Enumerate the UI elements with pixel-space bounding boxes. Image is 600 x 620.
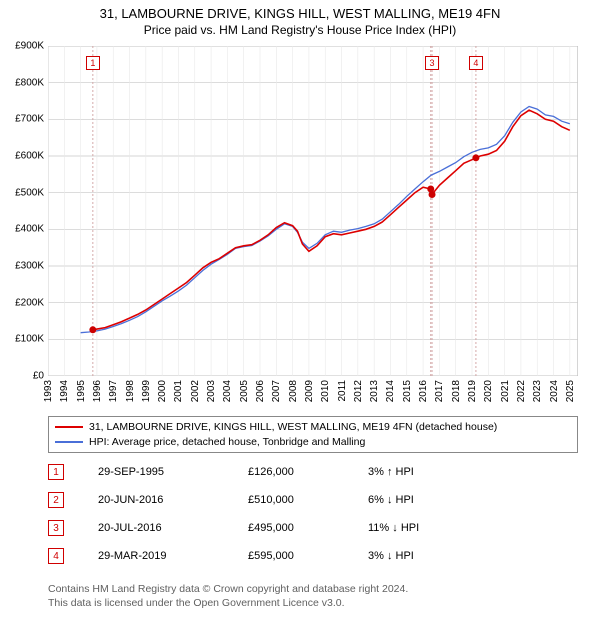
transaction-row: 4 29-MAR-2019£595,0003% ↓ HPI <box>48 542 578 570</box>
chart-marker-badge: 1 <box>86 56 100 70</box>
x-axis-label: 1998 <box>125 380 136 402</box>
transactions-table: 1 29-SEP-1995£126,0003% ↑ HPI 2 20-JUN-2016… <box>48 458 578 570</box>
legend-swatch <box>55 441 83 443</box>
transaction-date: 20-JUL-2016 <box>98 522 248 534</box>
y-axis-label: £200K <box>15 297 44 308</box>
price-chart <box>48 46 578 376</box>
x-axis-label: 2025 <box>565 380 576 402</box>
transaction-row: 1 29-SEP-1995£126,0003% ↑ HPI <box>48 458 578 486</box>
x-axis-label: 1996 <box>92 380 103 402</box>
y-axis-label: £600K <box>15 151 44 162</box>
x-axis-label: 2023 <box>532 380 543 402</box>
x-axis-label: 2010 <box>320 380 331 402</box>
x-axis-label: 2009 <box>304 380 315 402</box>
transaction-price: £126,000 <box>248 466 368 478</box>
y-axis-label: £500K <box>15 187 44 198</box>
y-axis-label: £800K <box>15 77 44 88</box>
transaction-price: £595,000 <box>248 550 368 562</box>
x-axis-label: 2015 <box>402 380 413 402</box>
y-axis-label: £900K <box>15 41 44 52</box>
transaction-badge: 2 <box>48 492 64 508</box>
transaction-date: 29-MAR-2019 <box>98 550 248 562</box>
title-block: 31, LAMBOURNE DRIVE, KINGS HILL, WEST MA… <box>0 0 600 37</box>
x-axis-label: 2001 <box>173 380 184 402</box>
transaction-date: 29-SEP-1995 <box>98 466 248 478</box>
x-axis-label: 2022 <box>516 380 527 402</box>
transaction-badge: 1 <box>48 464 64 480</box>
x-axis-label: 2002 <box>190 380 201 402</box>
transaction-pct: 11% ↓ HPI <box>368 522 518 534</box>
x-axis-label: 1995 <box>76 380 87 402</box>
legend-row: 31, LAMBOURNE DRIVE, KINGS HILL, WEST MA… <box>55 420 571 435</box>
page-title: 31, LAMBOURNE DRIVE, KINGS HILL, WEST MA… <box>0 6 600 21</box>
transaction-date: 20-JUN-2016 <box>98 494 248 506</box>
y-axis-label: £400K <box>15 224 44 235</box>
chart-area: £0£100K£200K£300K£400K£500K£600K£700K£80… <box>48 46 578 376</box>
x-axis-label: 1997 <box>108 380 119 402</box>
x-axis-label: 2019 <box>467 380 478 402</box>
y-axis-label: £700K <box>15 114 44 125</box>
x-axis-label: 1993 <box>43 380 54 402</box>
x-axis-label: 2005 <box>239 380 250 402</box>
page-subtitle: Price paid vs. HM Land Registry's House … <box>0 23 600 37</box>
x-axis-label: 1999 <box>141 380 152 402</box>
x-axis-label: 2018 <box>451 380 462 402</box>
y-axis-label: £100K <box>15 334 44 345</box>
transaction-badge: 3 <box>48 520 64 536</box>
x-axis-label: 2007 <box>271 380 282 402</box>
x-axis-label: 2011 <box>337 380 348 402</box>
x-axis-label: 2021 <box>500 380 511 402</box>
transaction-pct: 6% ↓ HPI <box>368 494 518 506</box>
transaction-row: 3 20-JUL-2016£495,00011% ↓ HPI <box>48 514 578 542</box>
footer-line2: This data is licensed under the Open Gov… <box>48 596 578 610</box>
transaction-price: £495,000 <box>248 522 368 534</box>
transaction-price: £510,000 <box>248 494 368 506</box>
x-axis-label: 2006 <box>255 380 266 402</box>
transaction-pct: 3% ↓ HPI <box>368 550 518 562</box>
chart-marker-badge: 3 <box>425 56 439 70</box>
x-axis-label: 2008 <box>288 380 299 402</box>
legend-row: HPI: Average price, detached house, Tonb… <box>55 435 571 450</box>
x-axis-label: 2016 <box>418 380 429 402</box>
transaction-badge: 4 <box>48 548 64 564</box>
x-axis-label: 2013 <box>369 380 380 402</box>
footer-attribution: Contains HM Land Registry data © Crown c… <box>48 582 578 610</box>
transaction-pct: 3% ↑ HPI <box>368 466 518 478</box>
legend-box: 31, LAMBOURNE DRIVE, KINGS HILL, WEST MA… <box>48 416 578 453</box>
x-axis-label: 2020 <box>483 380 494 402</box>
x-axis-label: 1994 <box>59 380 70 402</box>
x-axis-label: 2017 <box>434 380 445 402</box>
footer-line1: Contains HM Land Registry data © Crown c… <box>48 582 578 596</box>
transaction-row: 2 20-JUN-2016£510,0006% ↓ HPI <box>48 486 578 514</box>
page-root: 31, LAMBOURNE DRIVE, KINGS HILL, WEST MA… <box>0 0 600 620</box>
legend-swatch <box>55 426 83 428</box>
chart-marker-badge: 4 <box>469 56 483 70</box>
y-axis-label: £300K <box>15 261 44 272</box>
x-axis-label: 2012 <box>353 380 364 402</box>
legend-label: HPI: Average price, detached house, Tonb… <box>89 435 365 450</box>
x-axis-label: 2024 <box>549 380 560 402</box>
legend-label: 31, LAMBOURNE DRIVE, KINGS HILL, WEST MA… <box>89 420 497 435</box>
x-axis-label: 2000 <box>157 380 168 402</box>
x-axis-label: 2014 <box>385 380 396 402</box>
x-axis-label: 2004 <box>222 380 233 402</box>
x-axis-label: 2003 <box>206 380 217 402</box>
